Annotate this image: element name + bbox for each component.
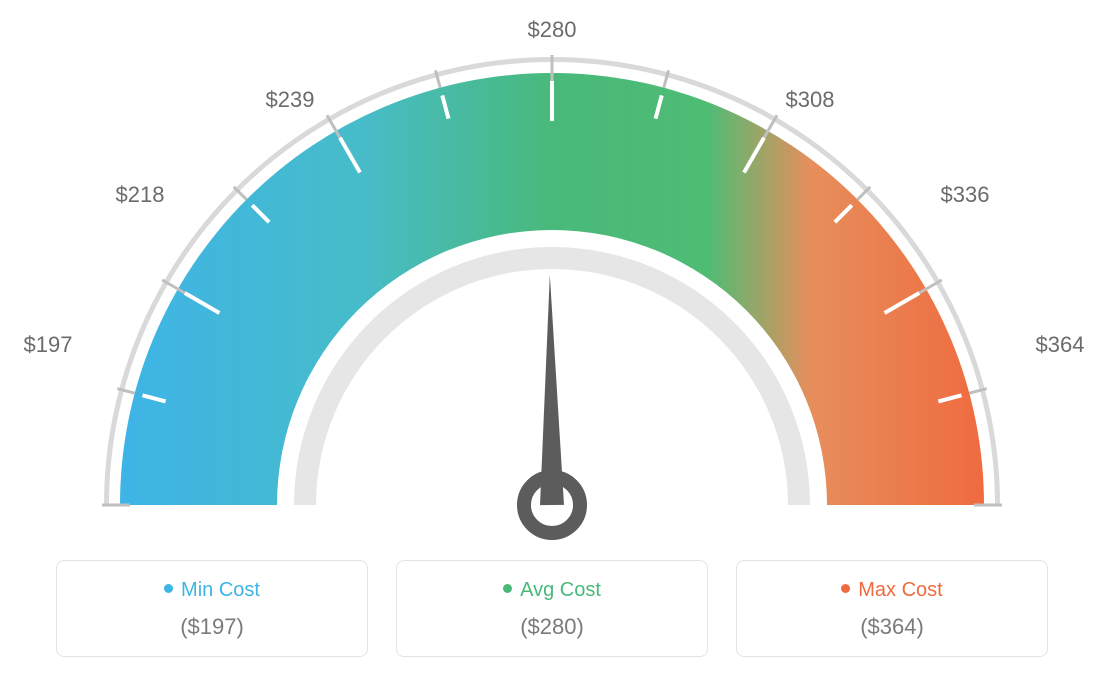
gauge-tick-label: $197 [24, 332, 73, 358]
legend-card-min: Min Cost ($197) [56, 560, 368, 657]
legend-card-avg: Avg Cost ($280) [396, 560, 708, 657]
legend-title-min: Min Cost [57, 579, 367, 602]
gauge-tick-label: $364 [1036, 332, 1085, 358]
gauge-svg [0, 0, 1104, 560]
legend-card-max: Max Cost ($364) [736, 560, 1048, 657]
gauge-tick-label: $336 [941, 182, 990, 208]
legend-row: Min Cost ($197) Avg Cost ($280) Max Cost… [0, 560, 1104, 657]
gauge-chart: $197 $218 $239 $280 $308 $336 $364 [0, 0, 1104, 560]
dot-icon [841, 584, 850, 593]
gauge-tick-label: $280 [528, 17, 577, 43]
dot-icon [503, 584, 512, 593]
legend-title-text: Avg Cost [520, 579, 601, 601]
legend-title-text: Min Cost [181, 579, 260, 601]
gauge-tick-label: $308 [786, 87, 835, 113]
legend-title-max: Max Cost [737, 579, 1047, 602]
legend-value-min: ($197) [57, 614, 367, 640]
legend-value-avg: ($280) [397, 614, 707, 640]
legend-title-avg: Avg Cost [397, 579, 707, 602]
gauge-tick-label: $218 [116, 182, 165, 208]
dot-icon [164, 584, 173, 593]
legend-value-max: ($364) [737, 614, 1047, 640]
gauge-tick-label: $239 [266, 87, 315, 113]
legend-title-text: Max Cost [858, 579, 942, 601]
